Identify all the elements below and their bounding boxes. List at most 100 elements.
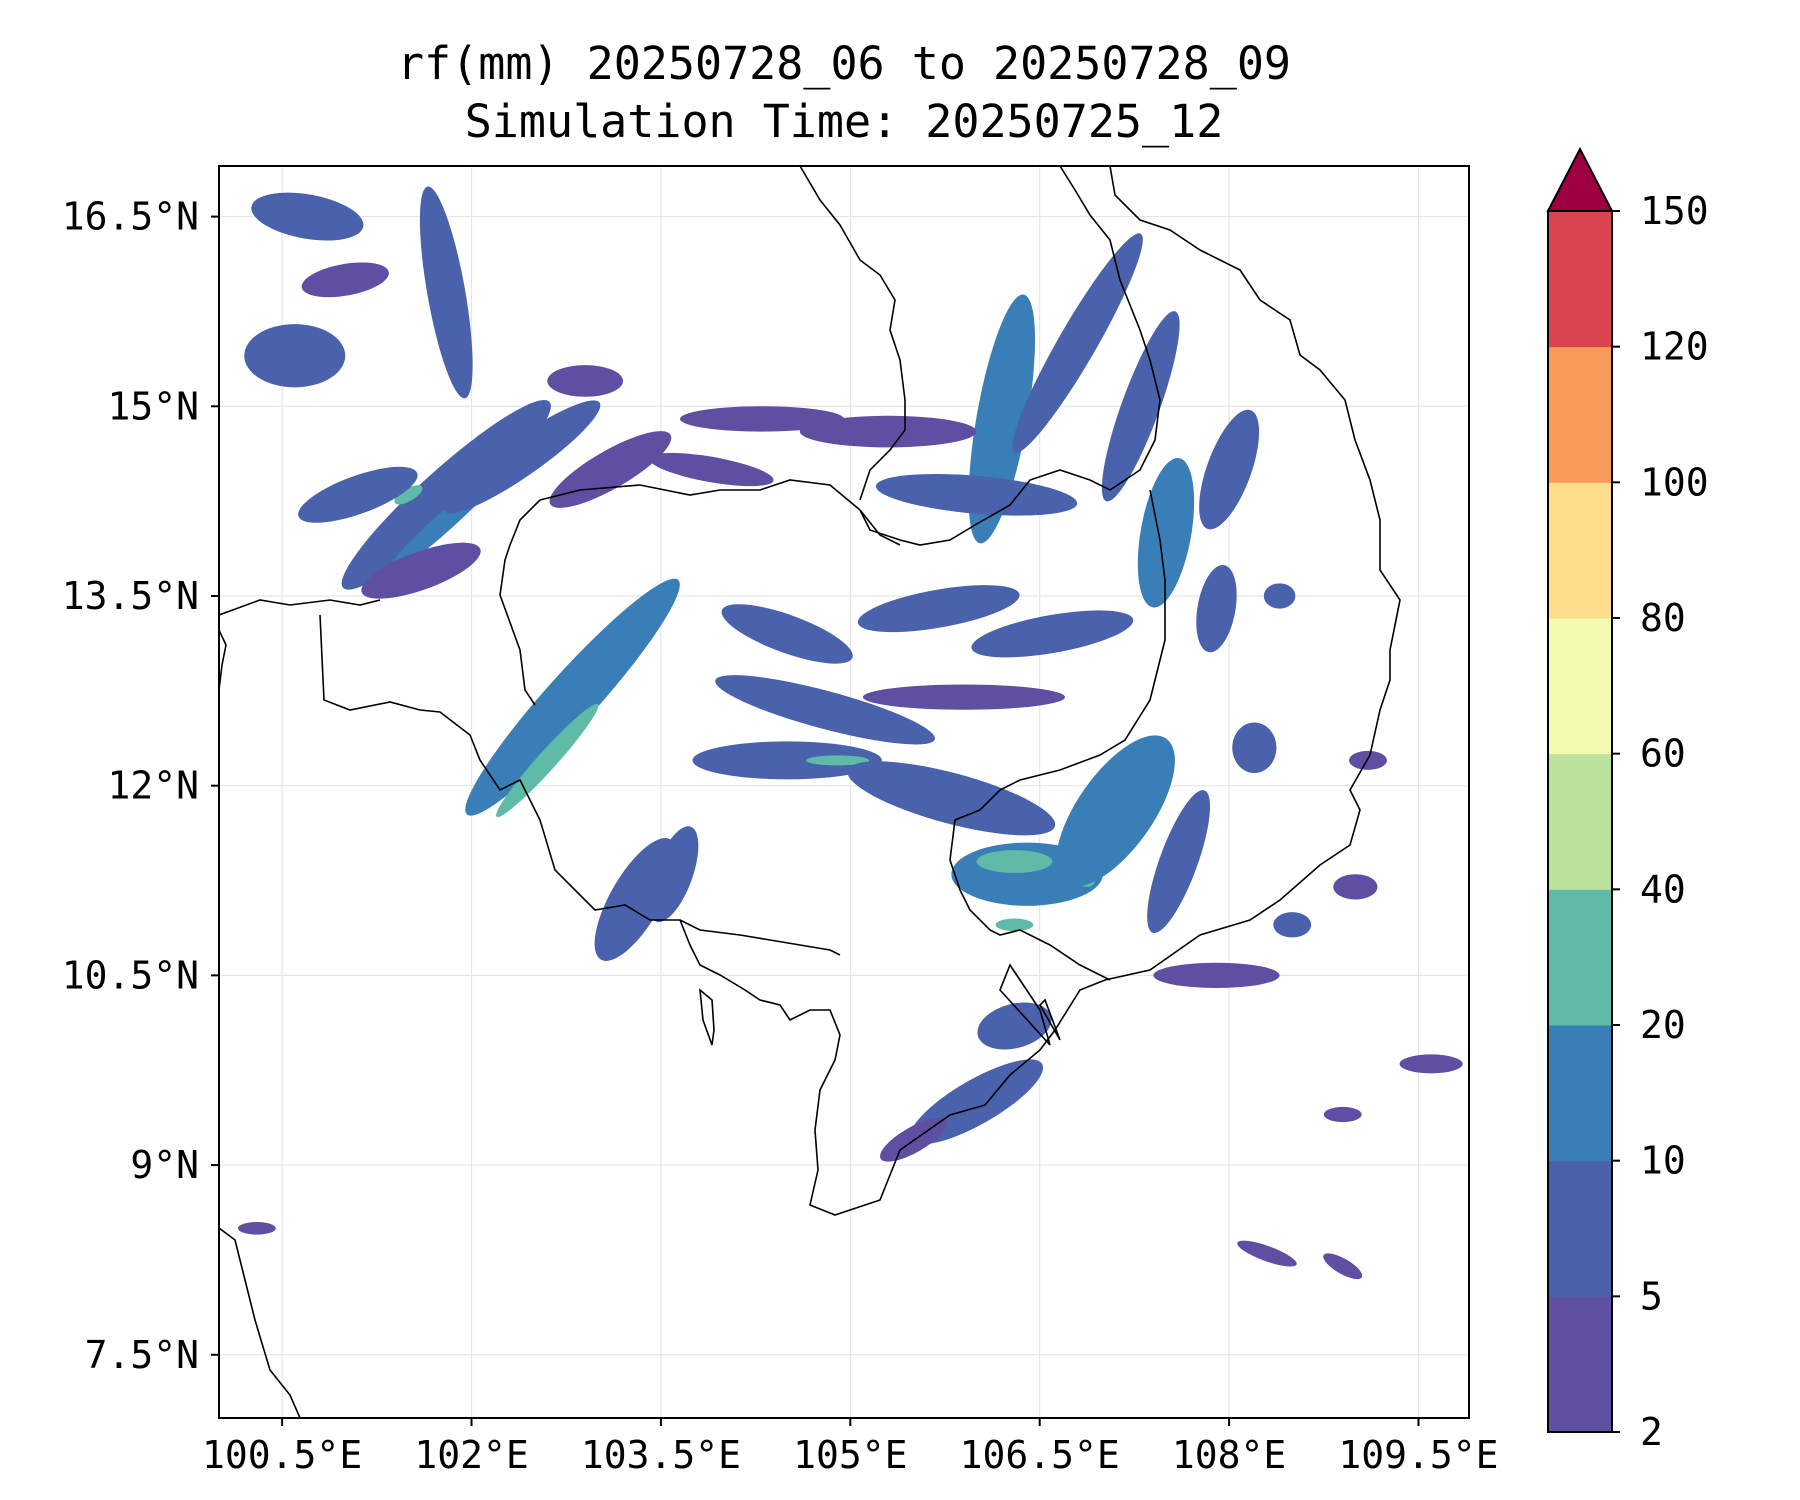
y-tick-label: 13.5°N xyxy=(62,574,199,618)
rain-feature xyxy=(1323,1106,1362,1123)
chart-subtitle: Simulation Time: 20250725_12 xyxy=(464,95,1224,148)
x-tick-label: 102°E xyxy=(414,1433,528,1477)
colorbar-extend-arrow xyxy=(1546,146,1614,212)
rain-feature xyxy=(679,406,845,432)
colorbar-tick-label: 100 xyxy=(1640,460,1709,504)
rain-feature xyxy=(419,186,473,399)
x-tick-label: 103.5°E xyxy=(581,1433,741,1477)
rain-feature xyxy=(692,741,882,780)
rain-feature xyxy=(1333,874,1378,900)
x-tick-label: 105°E xyxy=(793,1433,907,1477)
coastlines-and-borders xyxy=(219,166,1401,1418)
rain-feature xyxy=(977,1002,1052,1050)
chart-title: rf(mm) 20250728_06 to 20250728_09 xyxy=(396,37,1292,90)
rain-feature xyxy=(496,703,599,818)
colorbar-tick-label: 60 xyxy=(1640,732,1686,776)
colorbar-tick-label: 10 xyxy=(1640,1139,1686,1183)
rain-feature xyxy=(1323,1253,1363,1280)
rain-feature xyxy=(1237,1240,1297,1267)
rain-feature xyxy=(847,761,1056,836)
x-tick-label: 100.5°E xyxy=(202,1433,362,1477)
rain-feature xyxy=(649,452,774,487)
rain-feature xyxy=(715,675,935,745)
x-tick-label: 108°E xyxy=(1172,1433,1286,1477)
rain-feature xyxy=(995,918,1034,932)
rain-feature xyxy=(1147,790,1211,934)
colorbar-tick-label: 40 xyxy=(1640,867,1686,911)
rainfall-contours xyxy=(237,186,1463,1280)
rain-feature xyxy=(971,610,1134,658)
colorbar-tick-label: 2 xyxy=(1640,1410,1663,1454)
rain-feature xyxy=(237,1221,276,1235)
rain-feature xyxy=(1056,735,1175,887)
coastline-gulf-of-thailand xyxy=(219,166,1401,1216)
border-cambodia-vietnam xyxy=(679,489,1166,981)
colorbar-tick-label: 80 xyxy=(1640,596,1686,640)
colorbar-tick-label: 120 xyxy=(1640,325,1709,369)
rain-feature xyxy=(251,192,364,241)
rain-feature xyxy=(547,365,624,397)
rain-feature xyxy=(244,324,346,388)
rain-feature xyxy=(806,755,870,766)
rain-feature xyxy=(799,415,977,448)
y-tick-label: 10.5°N xyxy=(62,953,199,997)
rain-feature xyxy=(298,466,418,523)
coastline-phu-quoc xyxy=(699,988,715,1046)
rain-feature xyxy=(857,585,1020,633)
colorbar-tick-label: 150 xyxy=(1640,189,1709,233)
map-area xyxy=(219,166,1469,1418)
colorbar-segment xyxy=(1548,211,1612,348)
y-tick-label: 7.5°N xyxy=(85,1333,199,1377)
colorbar-segment xyxy=(1548,1160,1612,1297)
rain-feature xyxy=(549,431,672,508)
colorbar-segment xyxy=(1548,618,1612,755)
coastline-malay-peninsula xyxy=(219,1227,301,1418)
colorbar-segment xyxy=(1548,1296,1612,1433)
rain-feature xyxy=(394,485,423,505)
rain-feature xyxy=(862,684,1065,710)
colorbar-frame xyxy=(1547,210,1613,1433)
colorbar-segment xyxy=(1548,482,1612,619)
y-tick-label: 9°N xyxy=(130,1143,199,1187)
rain-feature xyxy=(1273,912,1312,938)
rain-feature xyxy=(1232,722,1277,774)
border-cambodia-thailand xyxy=(539,166,1161,546)
colorbar-tick-label: 5 xyxy=(1640,1274,1663,1318)
latitude-axis: 7.5°N 9°N 10.5°N 12°N 13.5°N 15°N 16.5°N xyxy=(62,195,219,1377)
colorbar-segment xyxy=(1548,889,1612,1026)
border-thailand-laos-cambodia-west xyxy=(219,499,541,706)
mekong-delta-coast xyxy=(999,963,1061,1046)
rain-feature xyxy=(301,262,389,298)
rain-feature xyxy=(1012,233,1143,453)
y-tick-label: 15°N xyxy=(107,384,199,428)
y-tick-label: 16.5°N xyxy=(62,195,199,239)
colorbar-segment xyxy=(1548,346,1612,483)
colorbar-segment xyxy=(1548,1025,1612,1162)
colorbar-tick-label: 20 xyxy=(1640,1003,1686,1047)
gridlines xyxy=(219,166,1469,1418)
rain-feature xyxy=(1263,583,1296,609)
rain-feature xyxy=(1153,962,1280,989)
rain-feature xyxy=(361,542,481,599)
x-tick-label: 109.5°E xyxy=(1338,1433,1498,1477)
rain-feature xyxy=(443,400,601,514)
rain-feature xyxy=(976,850,1053,873)
rain-feature xyxy=(1199,409,1260,530)
rain-feature xyxy=(1196,564,1237,653)
rain-feature xyxy=(1101,311,1180,502)
y-tick-label: 12°N xyxy=(107,764,199,808)
colorbar: 2 5 10 20 40 60 80 100 120 150 xyxy=(1546,146,1709,1454)
rain-feature xyxy=(1349,750,1387,770)
x-tick-label: 106.5°E xyxy=(960,1433,1120,1477)
border-laos-north xyxy=(799,166,906,501)
longitude-axis: 100.5°E 102°E 103.5°E 105°E 106.5°E 108°E 109.… xyxy=(202,1418,1499,1477)
rain-feature xyxy=(341,399,551,590)
map-background xyxy=(219,166,1469,1418)
map-frame xyxy=(218,165,1470,1419)
rain-feature xyxy=(465,578,680,816)
colorbar-segment xyxy=(1548,753,1612,890)
rain-feature xyxy=(648,826,699,923)
rain-feature xyxy=(1399,1054,1463,1074)
rain-feature xyxy=(721,604,853,664)
